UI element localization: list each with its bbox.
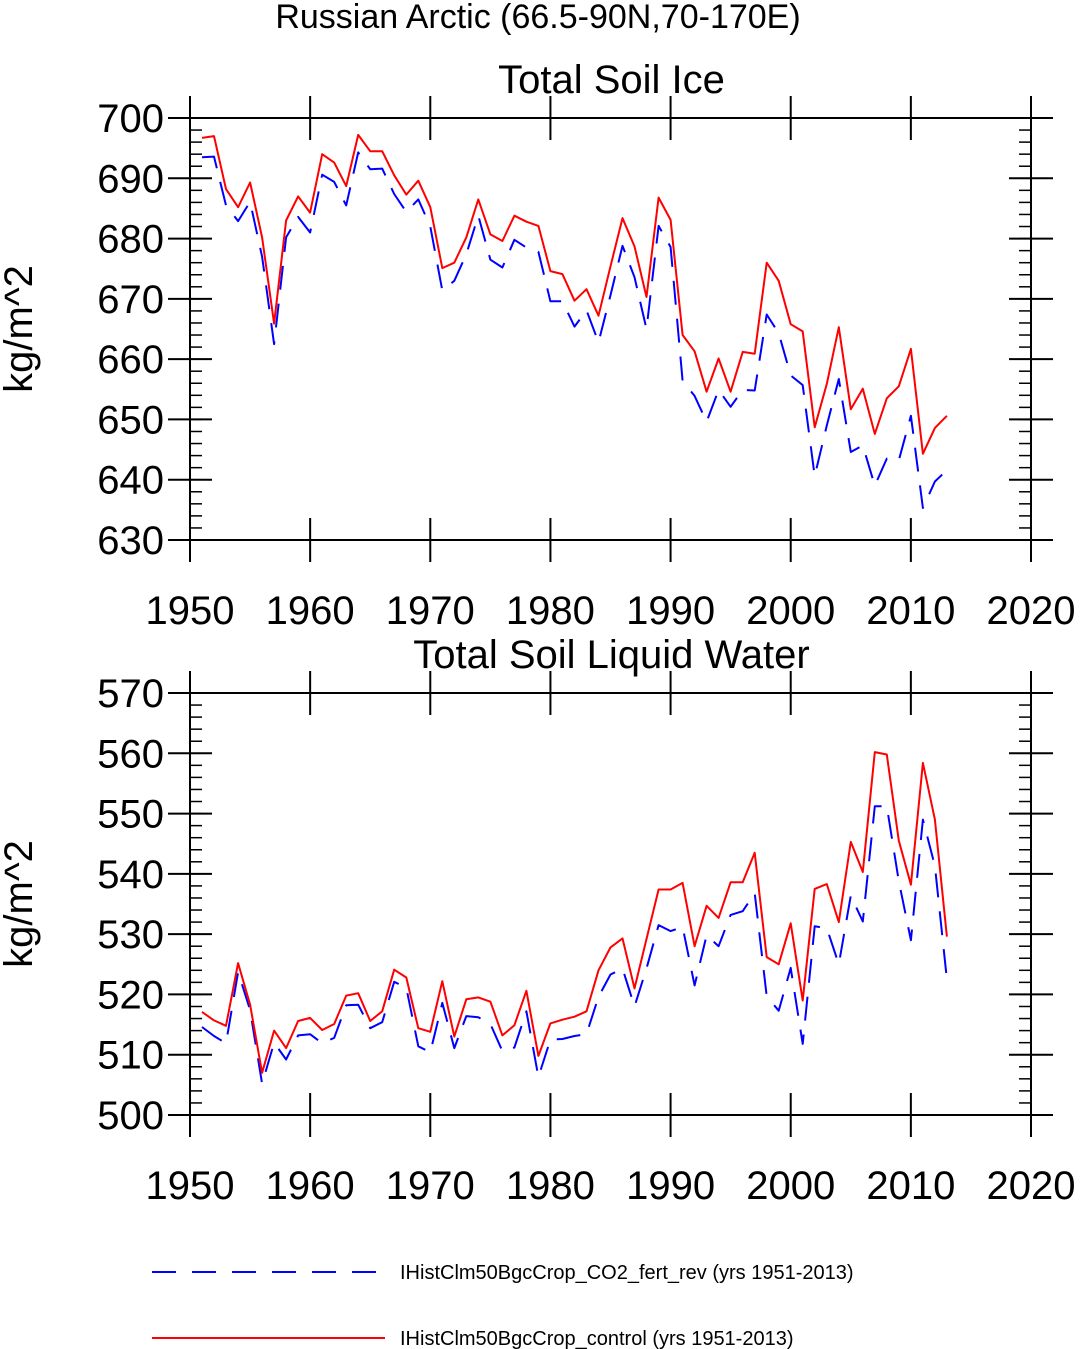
- x-tick-label: 1970: [386, 1164, 475, 1208]
- x-tick-label: 1980: [506, 1164, 595, 1208]
- panel-total-soil-liquid-water: Total Soil Liquid Water kg/m^2 500 510 520 53…: [0, 633, 1075, 1208]
- y-tick-label: 560: [97, 732, 164, 776]
- y-tick-label: 630: [97, 519, 164, 563]
- y-tick-label: 500: [97, 1094, 164, 1138]
- y-tick-label: 570: [97, 672, 164, 716]
- legend-label-control: IHistClm50BgcCrop_control (yrs 1951-2013…: [400, 1328, 794, 1349]
- y-axis-label: kg/m^2: [0, 840, 41, 968]
- y-tick-label: 520: [97, 973, 164, 1017]
- series-line-co2-fert-rev: [201, 151, 948, 509]
- series-line-co2-fert-rev: [201, 805, 948, 1085]
- series-line-control: [201, 751, 948, 1074]
- x-tick-label: 2000: [746, 589, 835, 633]
- plot-frame: [189, 692, 1032, 1116]
- x-tick-label: 2020: [987, 589, 1076, 633]
- x-tick-label: 1960: [266, 1164, 355, 1208]
- legend: IHistClm50BgcCrop_CO2_fert_rev (yrs 1951…: [152, 1262, 854, 1349]
- x-tick-label: 1960: [266, 589, 355, 633]
- legend-label-co2-fert-rev: IHistClm50BgcCrop_CO2_fert_rev (yrs 1951…: [400, 1262, 854, 1284]
- y-tick-label: 640: [97, 459, 164, 503]
- x-tick-label: 2010: [866, 1164, 955, 1208]
- y-tick-label: 530: [97, 913, 164, 957]
- y-axis-label: kg/m^2: [0, 265, 41, 393]
- x-tick-label: 1950: [146, 589, 235, 633]
- y-tick-label: 540: [97, 853, 164, 897]
- y-tick-label: 690: [97, 157, 164, 201]
- x-tick-label: 1970: [386, 589, 475, 633]
- y-tick-label: 650: [97, 398, 164, 442]
- x-tick-label: 1990: [626, 1164, 715, 1208]
- x-tick-label: 1950: [146, 1164, 235, 1208]
- panel-title: Total Soil Liquid Water: [413, 633, 809, 677]
- x-tick-label: 1980: [506, 589, 595, 633]
- x-tick-label: 2010: [866, 589, 955, 633]
- y-tick-label: 700: [97, 97, 164, 141]
- series-line-control: [201, 133, 948, 455]
- x-tick-label: 2020: [987, 1164, 1076, 1208]
- y-tick-label: 660: [97, 338, 164, 382]
- y-tick-label: 670: [97, 278, 164, 322]
- x-tick-label: 1990: [626, 589, 715, 633]
- panel-title: Total Soil Ice: [498, 58, 725, 102]
- figure-title: Russian Arctic (66.5-90N,70-170E): [275, 0, 800, 36]
- x-tick-label: 2000: [746, 1164, 835, 1208]
- y-tick-label: 550: [97, 793, 164, 837]
- y-tick-label: 680: [97, 218, 164, 262]
- panel-total-soil-ice: Total Soil Ice kg/m^2 630 640 650 660 670 680 69…: [0, 58, 1075, 633]
- plot-frame: [189, 117, 1032, 541]
- y-tick-label: 510: [97, 1034, 164, 1078]
